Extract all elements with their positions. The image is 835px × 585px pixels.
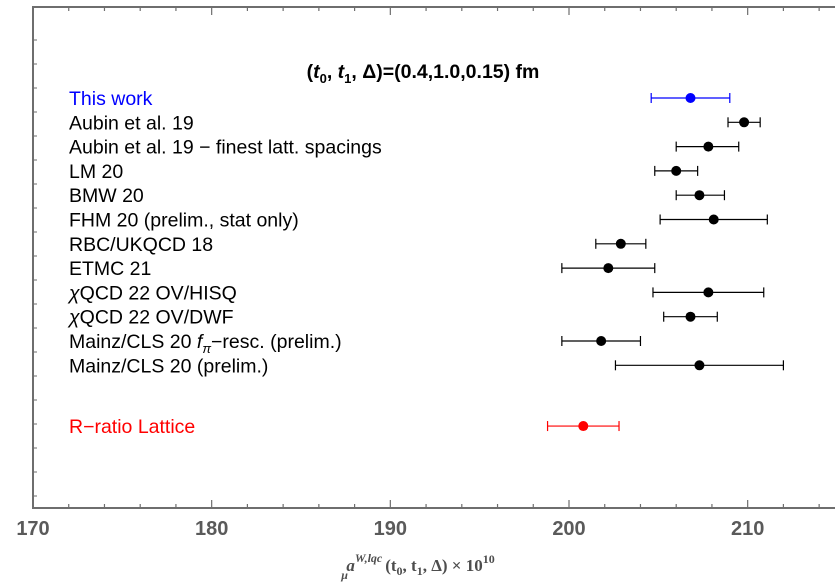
data-row: R−ratio Lattice (69, 416, 620, 438)
x-tick-label: 180 (195, 518, 228, 540)
data-row: RBC/UKQCD 18 (69, 234, 647, 256)
data-point (685, 311, 696, 322)
x-tick-labels: 170 180 190 200 210 (16, 518, 764, 540)
row-label: R−ratio Lattice (69, 416, 195, 438)
top-tick-marks (32, 7, 820, 15)
data-point (703, 287, 714, 298)
data-row: Aubin et al. 19 (69, 112, 761, 134)
row-label: Mainz/CLS 20 fπ−resc. (prelim.) (69, 331, 342, 356)
data-point (739, 117, 750, 128)
left-tick-marks (33, 39, 37, 497)
bottom-tick-marks (32, 500, 820, 508)
data-row: BMW 20 (69, 185, 726, 207)
row-label: RBC/UKQCD 18 (69, 234, 213, 256)
data-row: Mainz/CLS 20 (prelim.) (69, 355, 785, 377)
x-tick-label: 190 (374, 518, 407, 540)
data-point (671, 165, 682, 176)
row-label: FHM 20 (prelim., stat only) (69, 210, 299, 232)
row-label: χQCD 22 OV/HISQ (67, 282, 237, 304)
row-label: χQCD 22 OV/DWF (67, 307, 234, 329)
x-tick-label: 170 (16, 518, 49, 540)
plot-frame (32, 6, 835, 509)
data-row: Aubin et al. 19 − finest latt. spacings (69, 137, 740, 159)
x-tick-label: 210 (731, 518, 764, 540)
data-row: Mainz/CLS 20 fπ−resc. (prelim.) (69, 331, 642, 356)
data-row: FHM 20 (prelim., stat only) (69, 210, 768, 232)
data-point (685, 93, 696, 103)
data-row: χQCD 22 OV/HISQ (67, 282, 765, 304)
row-label: Aubin et al. 19 (69, 112, 194, 134)
row-label: Aubin et al. 19 − finest latt. spacings (69, 137, 382, 159)
row-label: BMW 20 (69, 185, 144, 207)
x-axis-label: aW,lqc μ (t0, t1, Δ) × 1010 (340, 551, 494, 582)
data-point (615, 238, 626, 249)
row-label: This work (69, 88, 153, 110)
data-point (708, 214, 719, 225)
data-point (603, 263, 614, 274)
data-row: This work (69, 88, 731, 110)
data-point (703, 141, 714, 152)
x-tick-label: 200 (552, 518, 585, 540)
data-point (694, 190, 705, 201)
data-point (578, 421, 589, 432)
row-label: LM 20 (69, 161, 123, 183)
data-point (694, 360, 705, 371)
data-row: χQCD 22 OV/DWF (67, 307, 718, 329)
data-row: LM 20 (69, 161, 699, 183)
data-row: ETMC 21 (69, 258, 656, 280)
row-label: Mainz/CLS 20 (prelim.) (69, 355, 268, 377)
row-label: ETMC 21 (69, 258, 151, 280)
data-point (596, 336, 607, 346)
chart-title: (t0, t1, Δ)=(0.4,1.0,0.15) fm (307, 61, 540, 86)
